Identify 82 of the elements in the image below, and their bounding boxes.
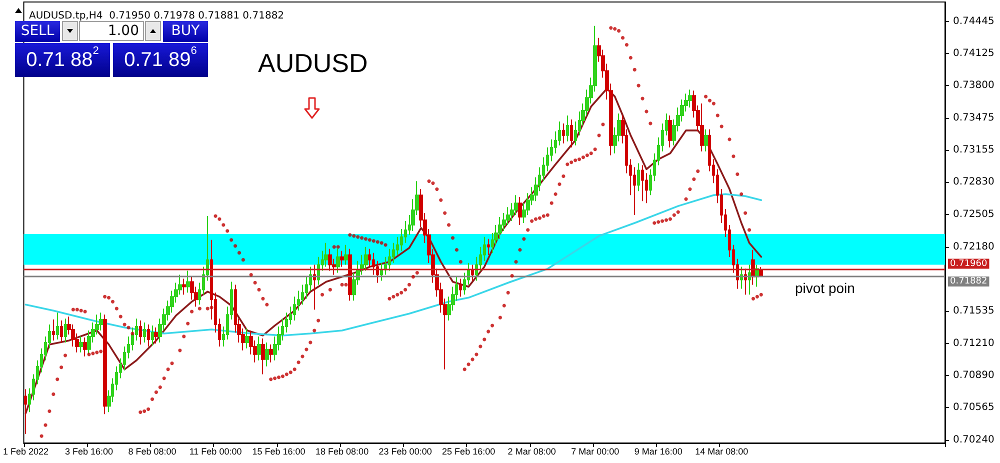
candlestick [52, 319, 55, 341]
candlestick [364, 246, 368, 272]
annotation: pivot poin [795, 280, 856, 298]
candlestick [143, 322, 146, 343]
annotation: AUDUSD [258, 48, 369, 80]
candlestick [570, 118, 573, 148]
candlestick [261, 338, 265, 375]
y-tick-label: 0.71210 [953, 338, 994, 349]
candlestick [83, 336, 87, 357]
candlestick [562, 122, 565, 144]
candlestick [641, 164, 644, 202]
x-tick-label: 15 Feb 16:00 [252, 446, 306, 456]
candlestick [518, 196, 522, 226]
candlestick [269, 344, 273, 363]
candlestick [487, 238, 490, 256]
x-tick-label: 9 Mar 16:00 [634, 446, 682, 456]
candlestick [740, 266, 743, 290]
candlestick [64, 318, 67, 343]
candlestick [324, 242, 328, 268]
candlestick [344, 244, 348, 266]
y-tick-label: 0.71535 [953, 306, 994, 317]
x-tick-label: 1 Feb 2022 [2, 446, 49, 456]
candlestick [668, 114, 672, 148]
y-tick-label: 0.73475 [953, 112, 994, 124]
y-tick-label: 0.72180 [953, 241, 994, 252]
y-tick-label: 0.74445 [953, 16, 994, 27]
candlestick [313, 264, 316, 310]
candlestick [79, 336, 83, 353]
candlestick [748, 264, 751, 296]
candlestick [471, 264, 474, 282]
candlestick [459, 278, 462, 298]
candlestick [99, 312, 103, 332]
candlestick [328, 248, 332, 272]
candlestick [700, 103, 704, 152]
ref-line-label: 0.71960 [950, 258, 988, 269]
annotation: 0.71 89$^{6}$ [113, 43, 208, 77]
x-tick-label: 14 Mar 08:00 [695, 446, 748, 456]
y-tick-label: 0.70565 [953, 402, 994, 414]
candlestick [182, 278, 186, 296]
candlestick [340, 250, 344, 268]
ref-line-label: 0.71882 [950, 276, 988, 287]
line-series [24, 193, 762, 336]
candlestick [265, 342, 269, 367]
candlestick [60, 320, 63, 343]
candlestick [751, 249, 755, 286]
candlestick [637, 162, 640, 192]
text: AUDUSD.tp,H4 0.71950 0.71978 0.71881 0.71882 [29, 10, 284, 22]
candlestick [257, 336, 261, 361]
candlestick [56, 312, 59, 340]
candlestick [103, 314, 107, 415]
annotation: 1.00 [79, 21, 144, 41]
x-tick-label: 11 Feb 00:00 [189, 446, 242, 456]
x-tick-label: 7 Mar 00:00 [571, 446, 620, 456]
candlestick [151, 325, 154, 346]
candlestick [245, 328, 249, 349]
candlestick [154, 327, 158, 344]
y-tick-label: 0.74125 [953, 48, 994, 59]
y-tick-label: 0.73155 [953, 144, 994, 156]
x-tick-label: 8 Feb 08:00 [128, 446, 176, 456]
y-tick-label: 0.70890 [953, 370, 994, 381]
annotation: BUY [163, 21, 208, 42]
candlestick [186, 270, 190, 294]
x-tick-label: 3 Feb 16:00 [64, 446, 114, 456]
candlestick [744, 268, 747, 296]
y-tick-label: 0.72505 [953, 209, 994, 220]
line-series [24, 88, 762, 414]
candlestick [24, 388, 27, 435]
x-tick-label: 25 Feb 16:00 [442, 446, 496, 456]
candlestick [348, 248, 352, 302]
x-tick-label: 23 Feb 00:00 [378, 446, 432, 456]
annotation: SELL [15, 21, 60, 42]
y-tick-label: 0.72830 [953, 176, 994, 188]
y-tick-label: 0.73800 [953, 80, 994, 92]
y-tick-label: 0.70240 [953, 434, 994, 446]
candlestick [704, 128, 708, 152]
x-tick-label: 2 Mar 08:00 [508, 446, 556, 456]
candlestick [566, 114, 569, 142]
annotation: 0.71 88$^{2}$ [15, 43, 110, 77]
x-tick-label: 18 Feb 08:00 [316, 446, 369, 456]
candlestick [688, 89, 692, 108]
candlestick [139, 320, 142, 345]
candlestick [147, 324, 150, 347]
